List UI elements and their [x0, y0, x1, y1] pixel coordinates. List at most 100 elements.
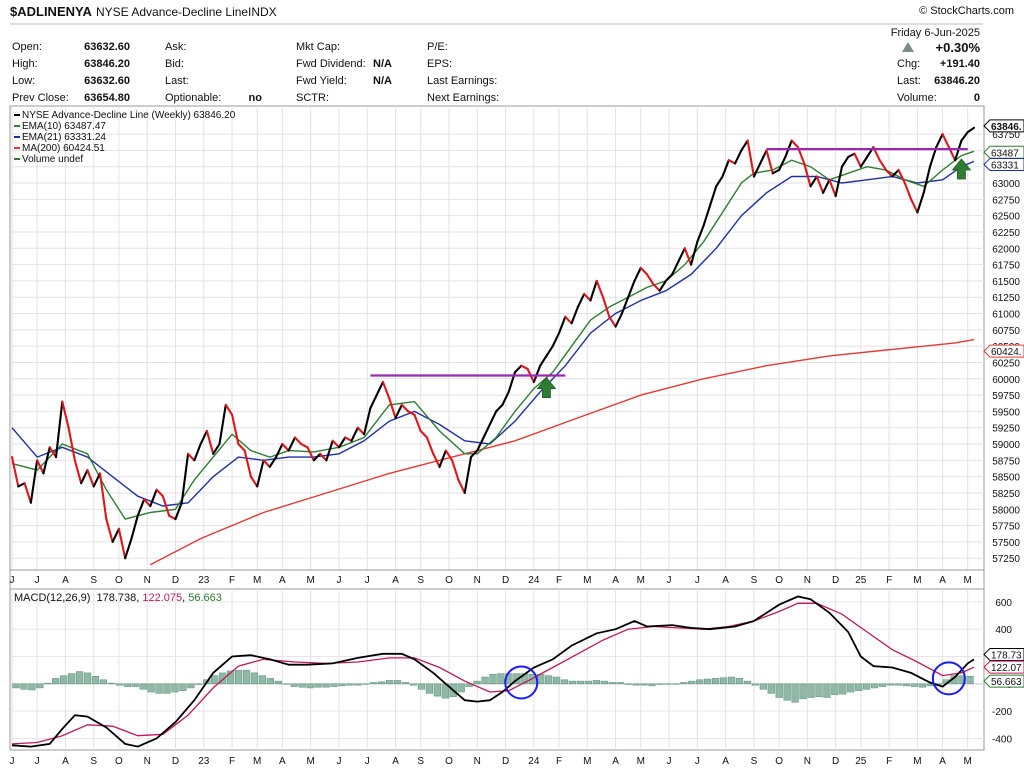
histogram-bar	[767, 683, 775, 694]
histogram-bar	[290, 683, 298, 687]
ad-line-segment	[664, 273, 674, 282]
ad-line-segment	[960, 131, 969, 142]
ad-line-segment	[117, 527, 127, 560]
up-triangle-icon	[902, 42, 914, 52]
ad-line-segment	[903, 181, 913, 201]
price-tick-label: 60250	[992, 358, 1020, 369]
ad-line-segment	[457, 478, 466, 495]
ad-line-segment	[312, 452, 322, 462]
histogram-bar	[791, 683, 799, 703]
x-tick-label: J	[35, 575, 40, 586]
ad-line-segment	[639, 266, 649, 276]
price-tag-box	[983, 344, 1024, 358]
ad-line-segment	[319, 452, 328, 462]
histogram-bar	[378, 681, 386, 685]
x-tick-label-bottom: A	[939, 756, 946, 767]
price-tick-label: 62250	[992, 228, 1020, 239]
x-tick-label-bottom: D	[502, 756, 509, 767]
histogram-bar	[465, 683, 473, 687]
histogram-bar	[370, 682, 378, 685]
macd-series	[11, 595, 975, 748]
x-tick-label: D	[502, 575, 509, 586]
ad-line-segment	[482, 423, 491, 439]
histogram-bar	[576, 680, 585, 685]
ad-line-segment	[54, 400, 64, 459]
histogram-bar	[83, 672, 92, 685]
histogram-bar	[227, 670, 235, 685]
macd-line-signal	[11, 602, 975, 745]
histogram-bar	[624, 683, 632, 685]
histogram-bar	[910, 683, 918, 687]
histogram-bar	[52, 678, 60, 685]
ad-line-segment	[878, 159, 888, 172]
histogram-bar	[115, 683, 123, 686]
x-tick-label-bottom: J	[365, 756, 370, 767]
ad-line-segment	[61, 400, 70, 429]
histogram-bar	[234, 669, 243, 685]
x-tick-label-bottom: S	[90, 756, 97, 767]
stat-label: Last:	[165, 75, 189, 87]
histogram-bar	[44, 682, 52, 685]
histogram-bar	[870, 683, 879, 689]
stat-label: Optionable:	[165, 92, 221, 104]
x-tick-label: O	[445, 575, 453, 586]
ad-line-segment	[98, 472, 108, 521]
change-pct: +0.30%	[936, 40, 981, 55]
ad-line-segment	[325, 439, 334, 462]
histogram-bar	[847, 683, 855, 693]
histogram-bar	[12, 683, 20, 689]
ad-line-segment	[180, 452, 190, 504]
header-columns: Open: 63632.60 High: 63846.20 Low: 63632.60 Pr…	[12, 41, 499, 104]
ad-line-segment	[394, 403, 403, 419]
x-axis-bottom: J J A S O N D 23 F M A M J J A S O N D 24 F M A M J J A S O N D 25 F M A M	[10, 756, 972, 767]
ad-line-segment	[413, 413, 422, 433]
macd-circles	[504, 661, 966, 700]
ad-line-segment	[683, 247, 693, 266]
ad-line-segment	[658, 279, 667, 292]
macd-legend-hist: 56.663	[188, 592, 222, 604]
histogram-bar	[425, 683, 434, 694]
ad-line-segment	[696, 224, 705, 243]
price-tick-label: 62500	[992, 212, 1020, 223]
x-tick-label-bottom: A	[62, 756, 69, 767]
ad-line-segment	[539, 354, 548, 367]
histogram-bar	[91, 676, 100, 685]
macd-legend: MACD(12,26,9) 178.738, 122.075, 56.663	[14, 592, 222, 604]
ad-line-segment	[174, 501, 183, 521]
histogram-bar	[886, 683, 895, 686]
stat-label: Fwd Yield:	[296, 75, 347, 87]
price-tick-label: 57750	[992, 522, 1020, 533]
ad-line-segment	[633, 266, 642, 282]
ad-line-segment	[444, 449, 454, 462]
stat-label: Open:	[12, 41, 42, 53]
ad-line-segment	[803, 162, 812, 188]
histogram-bar	[839, 683, 847, 695]
ad-line-segment	[809, 175, 818, 188]
price-tick-label: 60750	[992, 326, 1020, 337]
histogram-bar	[298, 683, 306, 688]
histogram-bar	[815, 683, 823, 698]
x-tick-label: A	[722, 575, 729, 586]
histogram-bar	[417, 683, 426, 690]
ad-line-segment	[256, 459, 265, 488]
stat-label: Low:	[12, 75, 35, 87]
price-tick-label: 61250	[992, 293, 1020, 304]
macd-tick-label: 600	[995, 598, 1012, 609]
ad-line-segment	[438, 449, 447, 468]
ad-line-segment	[740, 139, 749, 152]
ad-line-segment	[432, 452, 441, 468]
price-tick-label: 59500	[992, 407, 1020, 418]
price-grid	[10, 106, 984, 570]
macd-legend-macd: 178.738	[96, 592, 136, 604]
histogram-bar	[163, 683, 171, 694]
histogram-bar	[592, 680, 600, 685]
ad-line-segment	[136, 498, 146, 517]
histogram-bar	[155, 683, 163, 694]
chg-value: +191.40	[940, 58, 980, 70]
legend-entry: EMA(21) 63331.24	[22, 132, 106, 143]
stat-label: Last Earnings:	[427, 75, 497, 87]
ad-line-segment	[721, 159, 730, 178]
ad-line-segment	[891, 168, 900, 178]
histogram-bar	[314, 683, 322, 688]
